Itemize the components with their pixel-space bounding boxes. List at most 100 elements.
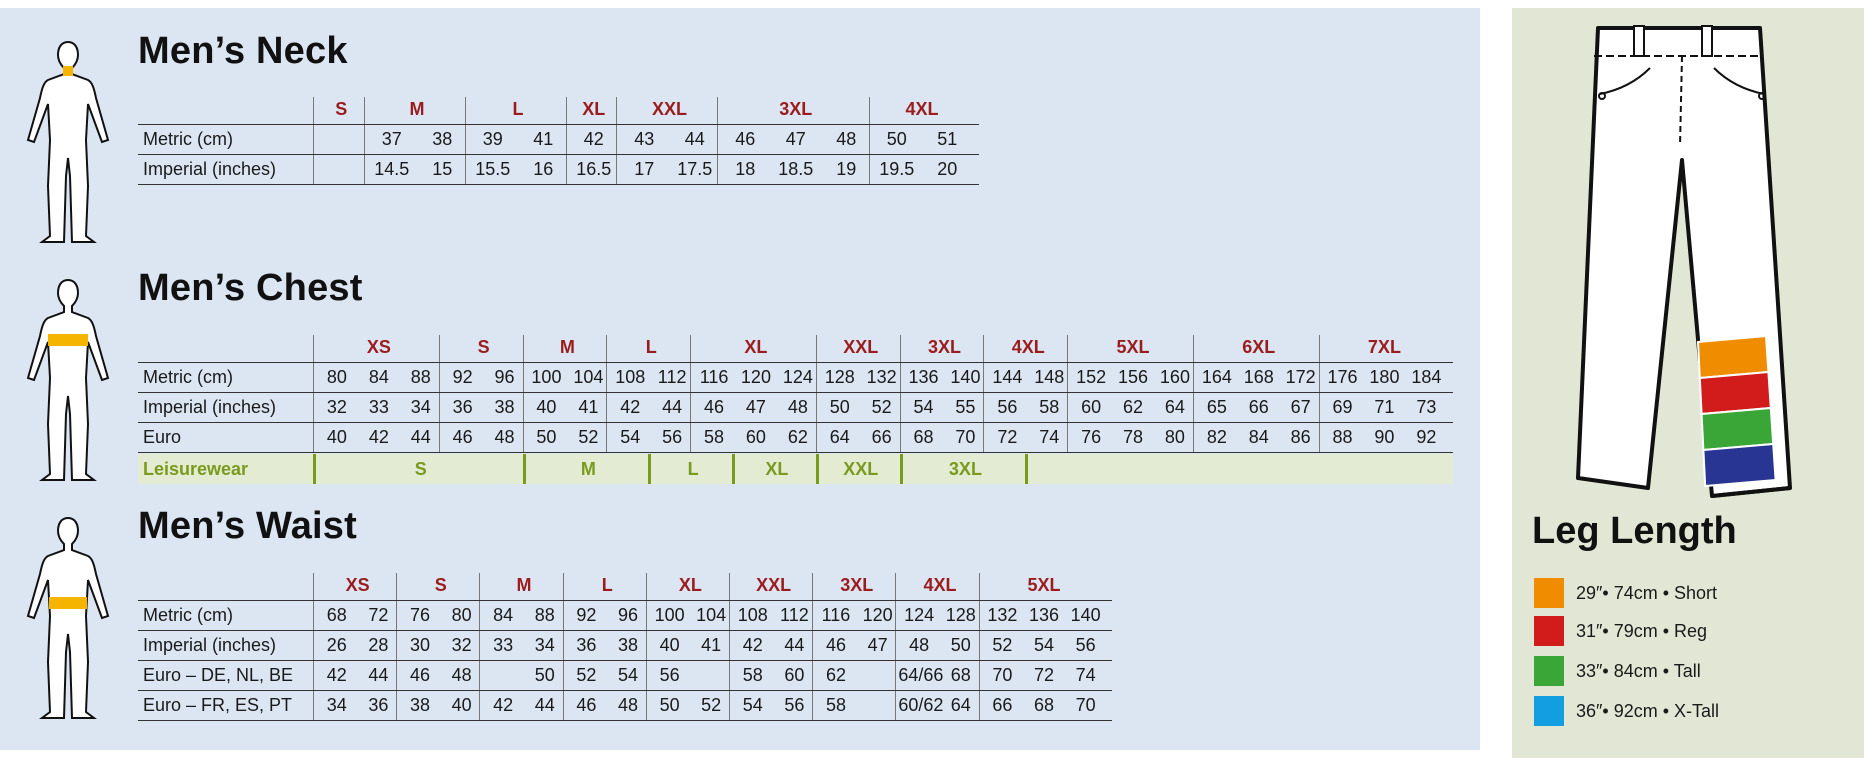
- size-chart-panel: [0, 8, 1480, 750]
- leisurewear-label: Leisurewear: [143, 459, 249, 479]
- chest-cell: 38: [494, 397, 515, 417]
- chest-size-xl: XL: [744, 337, 768, 357]
- waist-cell: 38: [409, 695, 430, 715]
- leisurewear-size-s: S: [414, 459, 427, 479]
- leg-band-1: [1696, 334, 1770, 380]
- chest-size-xs: XS: [366, 337, 391, 357]
- neck-cell: 46: [735, 129, 756, 149]
- waist-cell: 64: [950, 695, 971, 715]
- waist-column-divider: [645, 573, 647, 720]
- chest-title: Men’s Chest: [138, 267, 363, 309]
- chest-cell: 176: [1327, 367, 1358, 387]
- neck-cell: 18: [735, 159, 756, 179]
- chest-cell: 68: [913, 427, 934, 447]
- chest-row-rule: [138, 452, 1454, 453]
- chest-size-5xl: 5XL: [1116, 337, 1150, 357]
- neck-row-label: Metric (cm): [143, 129, 233, 149]
- waist-cell: 36: [368, 695, 389, 715]
- neck-cell: 39: [482, 129, 503, 149]
- chest-column-divider: [1192, 335, 1194, 452]
- waist-cell: 124: [904, 605, 935, 625]
- chest-cell: 90: [1374, 427, 1395, 447]
- chest-cell: 56: [662, 427, 683, 447]
- neck-size-m: M: [409, 99, 425, 119]
- waist-cell: 68: [326, 605, 347, 625]
- chest-cell: 80: [1164, 427, 1185, 447]
- waist-column-divider: [396, 573, 398, 720]
- chest-cell: 80: [326, 367, 347, 387]
- chest-cell: 41: [578, 397, 599, 417]
- waist-title: Men’s Waist: [138, 505, 357, 547]
- neck-size-s: S: [335, 99, 348, 119]
- chest-cell: 46: [452, 427, 473, 447]
- chest-cell: 64: [1164, 397, 1185, 417]
- chest-cell: 92: [452, 367, 473, 387]
- leisurewear-size-m: M: [580, 459, 596, 479]
- waist-cell: 34: [534, 635, 555, 655]
- waist-column-divider: [313, 573, 314, 720]
- neck-title: Men’s Neck: [138, 30, 348, 72]
- waist-cell: 50: [534, 665, 555, 685]
- waist-cell: 72: [1033, 665, 1054, 685]
- waist-cell: 44: [784, 635, 805, 655]
- chest-cell: 88: [1332, 427, 1353, 447]
- waist-cell: 33: [493, 635, 514, 655]
- chest-cell: 64: [829, 427, 850, 447]
- neck-size-l: L: [512, 99, 524, 119]
- waist-cell: 128: [945, 605, 976, 625]
- chest-cell: 54: [913, 397, 934, 417]
- waist-cell: 72: [368, 605, 389, 625]
- waist-size-xxl: XXL: [756, 575, 792, 595]
- neck-size-4xl: 4XL: [905, 99, 939, 119]
- chest-cell: 108: [615, 367, 646, 387]
- neck-cell: 16: [533, 159, 554, 179]
- chest-cell: 46: [704, 397, 725, 417]
- waist-cell: 60: [784, 665, 805, 685]
- chest-cell: 67: [1290, 397, 1311, 417]
- waist-cell: 46: [409, 665, 430, 685]
- waist-row-rule: [138, 660, 1113, 661]
- chest-column-divider: [522, 335, 524, 452]
- chest-cell: 52: [871, 397, 892, 417]
- chest-row-label: Euro: [143, 427, 182, 447]
- chest-cell: 168: [1243, 367, 1274, 387]
- waist-cell: 54: [1033, 635, 1054, 655]
- waist-row-label: Euro – FR, ES, PT: [143, 695, 293, 715]
- waist-cell: 92: [576, 605, 597, 625]
- waist-column-divider: [978, 573, 980, 720]
- chest-cell: 152: [1076, 367, 1107, 387]
- legend-swatch: [1534, 616, 1564, 646]
- neck-cell: 48: [836, 129, 857, 149]
- waist-size-4xl: 4XL: [923, 575, 957, 595]
- chest-cell: 144: [992, 367, 1023, 387]
- waist-size-3xl: 3XL: [840, 575, 874, 595]
- waist-cell: 66: [992, 695, 1013, 715]
- chest-cell: 73: [1416, 397, 1437, 417]
- neck-cell: 43: [634, 129, 655, 149]
- chest-cell: 50: [829, 397, 850, 417]
- waist-cell: 48: [617, 695, 638, 715]
- chest-column-divider: [1067, 335, 1069, 452]
- chest-cell: 66: [1248, 397, 1269, 417]
- waist-cell: 76: [409, 605, 430, 625]
- chest-cell: 140: [950, 367, 981, 387]
- neck-column-divider: [464, 97, 466, 184]
- legend-label: 36″• 92cm • X-Tall: [1576, 701, 1720, 721]
- waist-cell: 42: [326, 665, 347, 685]
- neck-column-divider: [565, 97, 567, 184]
- waist-cell: 50: [659, 695, 680, 715]
- chest-cell: 40: [326, 427, 347, 447]
- waist-cell: 68: [1033, 695, 1054, 715]
- waist-cell: [857, 690, 899, 720]
- chest-cell: 180: [1369, 367, 1400, 387]
- neck-cell: 51: [937, 129, 958, 149]
- waist-row-label: Metric (cm): [143, 605, 233, 625]
- waist-cell: 58: [742, 665, 763, 685]
- neck-cell: 19: [836, 159, 857, 179]
- neck-cell: 16.5: [576, 159, 612, 179]
- chest-cell: 66: [871, 427, 892, 447]
- leg-band-3: [1700, 406, 1775, 452]
- chest-cell: 136: [908, 367, 939, 387]
- chest-cell: 128: [824, 367, 855, 387]
- chest-cell: 96: [494, 367, 515, 387]
